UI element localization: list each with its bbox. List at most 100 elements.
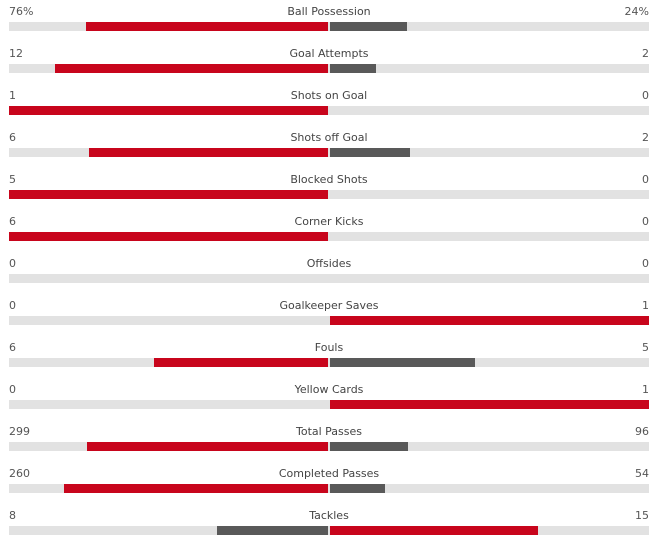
home-value: 6 [9, 341, 16, 354]
away-value: 2 [642, 47, 649, 60]
away-bar-half [330, 442, 649, 451]
home-bar-fill [154, 358, 328, 367]
stat-bar-track [9, 190, 649, 199]
away-bar-half [330, 232, 649, 241]
home-value: 5 [9, 173, 16, 186]
stat-labels: 299 Total Passes 96 [9, 425, 649, 439]
away-value: 24% [624, 5, 649, 18]
stat-row: 8 Tackles 15 [9, 504, 649, 546]
stat-name: Goal Attempts [289, 47, 369, 60]
stat-name: Goalkeeper Saves [279, 299, 379, 312]
stat-bar-track [9, 400, 649, 409]
home-value: 8 [9, 509, 16, 522]
home-bar-fill [54, 64, 328, 73]
stat-row: 0 Goalkeeper Saves 1 [9, 294, 649, 336]
away-bar-fill [330, 400, 649, 409]
stat-labels: 12 Goal Attempts 2 [9, 47, 649, 61]
away-value: 15 [635, 509, 649, 522]
stat-name: Blocked Shots [290, 173, 368, 186]
home-bar-fill [9, 190, 328, 199]
home-bar-fill [63, 484, 328, 493]
stat-row: 5 Blocked Shots 0 [9, 168, 649, 210]
away-bar-half [330, 274, 649, 283]
home-bar-fill [88, 148, 328, 157]
stat-bar-track [9, 484, 649, 493]
stat-row: 6 Shots off Goal 2 [9, 126, 649, 168]
away-value: 1 [642, 383, 649, 396]
home-bar-fill [85, 22, 328, 31]
stat-bar-track [9, 64, 649, 73]
home-bar-half [9, 274, 328, 283]
away-bar-fill [330, 442, 408, 451]
stat-row: 299 Total Passes 96 [9, 420, 649, 462]
away-value: 0 [642, 257, 649, 270]
away-bar-half [330, 400, 649, 409]
home-bar-half [9, 442, 328, 451]
stat-bar-track [9, 22, 649, 31]
home-bar-fill [217, 526, 328, 535]
home-bar-half [9, 106, 328, 115]
away-value: 0 [642, 173, 649, 186]
away-bar-fill [330, 526, 539, 535]
away-bar-half [330, 484, 649, 493]
away-value: 96 [635, 425, 649, 438]
stat-name: Tackles [309, 509, 349, 522]
stat-bar-track [9, 106, 649, 115]
home-value: 1 [9, 89, 16, 102]
away-bar-fill [330, 22, 407, 31]
stat-labels: 0 Yellow Cards 1 [9, 383, 649, 397]
stat-row: 6 Fouls 5 [9, 336, 649, 378]
home-bar-half [9, 232, 328, 241]
stat-labels: 0 Offsides 0 [9, 257, 649, 271]
away-bar-half [330, 358, 649, 367]
stat-bar-track [9, 232, 649, 241]
home-value: 299 [9, 425, 30, 438]
home-value: 6 [9, 131, 16, 144]
away-bar-fill [330, 358, 475, 367]
stat-bar-track [9, 442, 649, 451]
stat-bar-track [9, 526, 649, 535]
away-value: 5 [642, 341, 649, 354]
stat-labels: 0 Goalkeeper Saves 1 [9, 299, 649, 313]
home-bar-fill [9, 232, 328, 241]
stat-row: 260 Completed Passes 54 [9, 462, 649, 504]
stat-bar-track [9, 148, 649, 157]
away-bar-half [330, 316, 649, 325]
home-value: 76% [9, 5, 34, 18]
stat-labels: 5 Blocked Shots 0 [9, 173, 649, 187]
home-bar-half [9, 484, 328, 493]
stat-name: Fouls [314, 341, 344, 354]
stat-row: 0 Yellow Cards 1 [9, 378, 649, 420]
home-bar-fill [9, 106, 328, 115]
home-bar-half [9, 358, 328, 367]
away-bar-half [330, 106, 649, 115]
home-bar-half [9, 190, 328, 199]
stat-row: 76% Ball Possession 24% [9, 0, 649, 42]
away-bar-half [330, 526, 649, 535]
stat-bar-track [9, 358, 649, 367]
away-bar-half [330, 148, 649, 157]
away-bar-fill [330, 316, 649, 325]
stat-name: Corner Kicks [294, 215, 364, 228]
away-bar-half [330, 64, 649, 73]
home-bar-half [9, 400, 328, 409]
home-value: 0 [9, 299, 16, 312]
stat-labels: 76% Ball Possession 24% [9, 5, 649, 19]
home-bar-half [9, 316, 328, 325]
stat-name: Total Passes [295, 425, 363, 438]
stat-name: Shots on Goal [290, 89, 368, 102]
stat-bar-track [9, 316, 649, 325]
away-value: 1 [642, 299, 649, 312]
home-bar-half [9, 148, 328, 157]
home-bar-half [9, 22, 328, 31]
stat-name: Shots off Goal [290, 131, 368, 144]
home-bar-half [9, 64, 328, 73]
stat-name: Offsides [306, 257, 352, 270]
away-bar-fill [330, 148, 410, 157]
away-bar-fill [330, 64, 376, 73]
stat-row: 1 Shots on Goal 0 [9, 84, 649, 126]
stat-labels: 260 Completed Passes 54 [9, 467, 649, 481]
stat-labels: 1 Shots on Goal 0 [9, 89, 649, 103]
stat-labels: 8 Tackles 15 [9, 509, 649, 523]
home-value: 6 [9, 215, 16, 228]
